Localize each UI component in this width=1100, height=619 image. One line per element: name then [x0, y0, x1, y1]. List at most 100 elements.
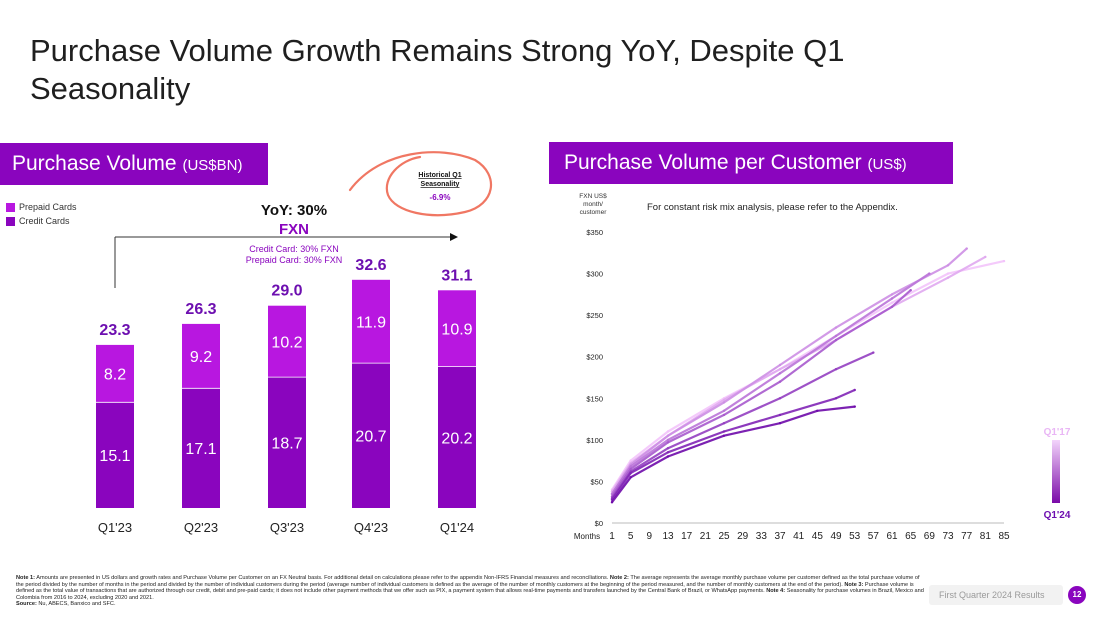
- cohort-point-6-2: [666, 451, 670, 454]
- x-tick-label-month-4: 17: [681, 531, 693, 542]
- pv-per-customer-banner-unit: (US$): [867, 156, 907, 173]
- fxn-label: FXN: [279, 221, 309, 238]
- y-tick-label-6: $300: [586, 270, 603, 279]
- x-tick-label-month-2: 9: [647, 531, 653, 542]
- x-tick-label-month-20: 81: [980, 531, 992, 542]
- cohort-point-3-4: [778, 372, 782, 375]
- y-unit-line-1: FXN US$: [579, 193, 607, 200]
- cohort-point-3-3: [722, 409, 726, 412]
- x-tick-label-month-0: 1: [609, 531, 615, 542]
- cohort-point-0-8: [1002, 259, 1006, 263]
- bar-prepaid-3: [352, 279, 390, 364]
- cohort-line-3: [610, 272, 931, 495]
- bar-total-label-4: 31.1: [441, 267, 472, 284]
- cohort-point-5-2: [666, 447, 670, 450]
- bar-credit-0: [96, 402, 134, 508]
- legend-swatch-prepaid: [6, 202, 15, 212]
- purchase-volume-banner-title: Purchase Volume: [12, 152, 177, 175]
- cohort-point-6-3: [722, 430, 726, 433]
- x-axis-title: Months: [574, 532, 600, 541]
- bar-total-label-2: 29.0: [271, 283, 302, 300]
- purchase-volume-banner-unit: (US$BN): [182, 157, 243, 174]
- cohort-point-6-5: [834, 397, 838, 400]
- note3-label: Note 3:: [844, 581, 864, 588]
- bar-prepaid-4: [438, 290, 476, 367]
- cohort-point-3-5: [834, 334, 838, 338]
- cohort-point-3-7: [928, 272, 931, 275]
- x-tick-label-4: Q1'24: [440, 520, 474, 535]
- page-number: 12: [1068, 586, 1086, 604]
- x-tick-label-month-14: 57: [868, 531, 880, 542]
- cohort-point-3-2: [666, 438, 670, 442]
- bar-prepaid-label-1: 9.2: [190, 349, 212, 366]
- y-tick-label-0: $0: [595, 519, 603, 528]
- bar-chart-legend: Prepaid Cards Credit Cards: [6, 200, 77, 228]
- cohort-point-2-6: [890, 293, 894, 296]
- x-tick-label-month-12: 49: [830, 531, 842, 542]
- cohort-point-2-2: [666, 434, 670, 437]
- cohort-point-4-1: [629, 467, 632, 471]
- bar-total-label-0: 23.3: [99, 322, 130, 339]
- historical-q1-callout: Historical Q1 Seasonality -6.9%: [348, 151, 493, 217]
- bar-prepaid-label-4: 10.9: [441, 321, 472, 338]
- pv-per-customer-banner: Purchase Volume per Customer (US$): [549, 142, 953, 184]
- legend-item-credit: Credit Cards: [6, 214, 77, 228]
- x-tick-label-month-8: 33: [756, 531, 768, 542]
- bar-credit-1: [182, 388, 220, 508]
- cohort-point-2-7: [946, 264, 950, 267]
- cohort-point-2-3: [722, 401, 726, 404]
- cohort-line-4: [610, 289, 912, 498]
- line-chart-axes: $0 $50 $100 $150 $200 $250 $300 $350 1 5 9 13 17 21 25…: [586, 228, 1010, 542]
- y-tick-label-1: $50: [590, 477, 603, 486]
- x-tick-label-0: Q1'23: [98, 520, 132, 535]
- pv-per-customer-banner-title: Purchase Volume per Customer: [564, 151, 862, 174]
- cohort-point-0-2: [666, 430, 670, 433]
- cohort-point-5-4: [778, 397, 782, 400]
- x-tick-label-month-13: 53: [849, 531, 861, 542]
- cohort-point-7-6: [853, 405, 856, 408]
- x-tick-label-month-17: 69: [924, 531, 936, 542]
- footer-report-tag: First Quarter 2024 Results: [929, 585, 1063, 605]
- cohort-label-top: Q1'17: [1044, 427, 1071, 438]
- note1-text: Amounts are presented in US dollars and …: [36, 575, 609, 581]
- bar-credit-label-0: 15.1: [99, 448, 130, 465]
- x-tick-label-1: Q2'23: [184, 520, 218, 535]
- legend-label-credit: Credit Cards: [19, 216, 70, 226]
- bar-credit-label-3: 20.7: [355, 429, 386, 446]
- y-tick-label-3: $150: [586, 394, 603, 403]
- legend-item-prepaid: Prepaid Cards: [6, 200, 77, 214]
- bar-credit-2: [268, 377, 306, 508]
- cohort-point-7-4: [778, 422, 782, 425]
- cohort-point-1-4: [778, 368, 782, 371]
- x-tick-label-month-16: 65: [905, 531, 917, 542]
- cohort-line-6: [610, 388, 856, 501]
- bar-prepaid-label-2: 10.2: [271, 334, 302, 351]
- cohort-point-0-6: [890, 301, 894, 304]
- cohort-point-1-8: [984, 255, 987, 259]
- cohort-point-4-4: [778, 380, 782, 383]
- bar-credit-label-1: 17.1: [185, 441, 216, 458]
- prepaid-growth-label: Prepaid Card: 30% FXN: [246, 255, 343, 265]
- historical-title-2: Seasonality: [421, 181, 460, 188]
- bar-credit-label-4: 20.2: [441, 430, 472, 447]
- x-tick-label-3: Q4'23: [354, 520, 388, 535]
- x-tick-label-month-15: 61: [886, 531, 898, 542]
- cohort-point-4-2: [666, 441, 670, 444]
- cohort-point-4-3: [722, 413, 726, 417]
- cohort-point-1-3: [722, 398, 726, 402]
- bar-prepaid-0: [96, 344, 134, 403]
- bar-prepaid-label-3: 11.9: [356, 314, 386, 331]
- source-text: Nu, ABECS, Banxico and SFC.: [38, 601, 116, 608]
- cohort-point-6-6: [853, 388, 856, 392]
- cohort-point-4-6: [890, 305, 894, 308]
- footnote: Note 1: Amounts are presented in US doll…: [16, 575, 926, 608]
- x-tick-label-month-6: 25: [718, 531, 730, 542]
- historical-value: -6.9%: [430, 193, 451, 202]
- cohort-point-6-1: [629, 471, 632, 475]
- x-tick-label-month-10: 41: [793, 531, 805, 542]
- x-tick-label-month-7: 29: [737, 531, 749, 542]
- x-tick-label-2: Q3'23: [270, 520, 304, 535]
- page-title: Purchase Volume Growth Remains Strong Yo…: [30, 33, 845, 106]
- cohort-point-2-8: [965, 247, 968, 250]
- legend-swatch-credit: [6, 216, 15, 226]
